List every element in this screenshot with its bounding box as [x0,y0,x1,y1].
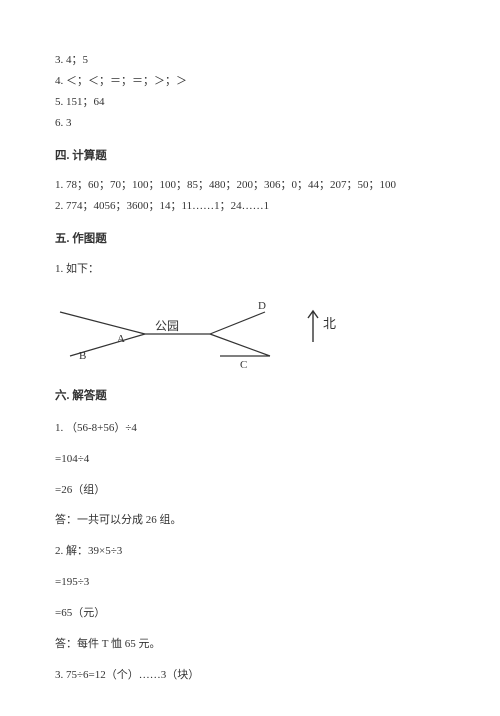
label-d: D [258,300,266,312]
answer-line-3: 3. 4；5 [55,50,445,71]
q2-d: 答：每件 T 恤 65 元。 [55,634,445,655]
q1-c: =26（组） [55,480,445,501]
q1-b: =104÷4 [55,449,445,470]
section-4-line-1: 1. 78；60；70；100；100；85；480；200；306；0；44；… [55,175,445,196]
q2-a: 2. 解：39×5÷3 [55,541,445,562]
label-north: 北 [323,316,336,331]
section-6-title: 六. 解答题 [55,386,445,408]
answer-line-4: 4. ＜；＜；＝；＝；＞；＞ [55,71,445,92]
answer-line-6: 6. 3 [55,113,445,134]
q3-a: 3. 75÷6=12（个）……3（块） [55,665,445,686]
park-diagram: A B C D 公园 北 [55,294,355,374]
label-c: C [240,359,247,371]
section-4-line-2: 2. 774；4056；3600；14；11……1；24……1 [55,196,445,217]
q2-b: =195÷3 [55,572,445,593]
page-content: 3. 4；5 4. ＜；＜；＝；＝；＞；＞ 5. 151；64 6. 3 四. … [0,0,500,716]
q2-c: =65（元） [55,603,445,624]
section-5-title: 五. 作图题 [55,229,445,251]
section-4-title: 四. 计算题 [55,146,445,168]
label-b: B [79,350,86,362]
q1-d: 答：一共可以分成 26 组。 [55,510,445,531]
label-park: 公园 [155,319,179,333]
answer-line-5: 5. 151；64 [55,92,445,113]
section-5-line-1: 1. 如下： [55,259,445,280]
figure-container: A B C D 公园 北 [55,294,445,374]
label-a: A [117,333,125,345]
q1-a: 1. （56-8+56）÷4 [55,418,445,439]
